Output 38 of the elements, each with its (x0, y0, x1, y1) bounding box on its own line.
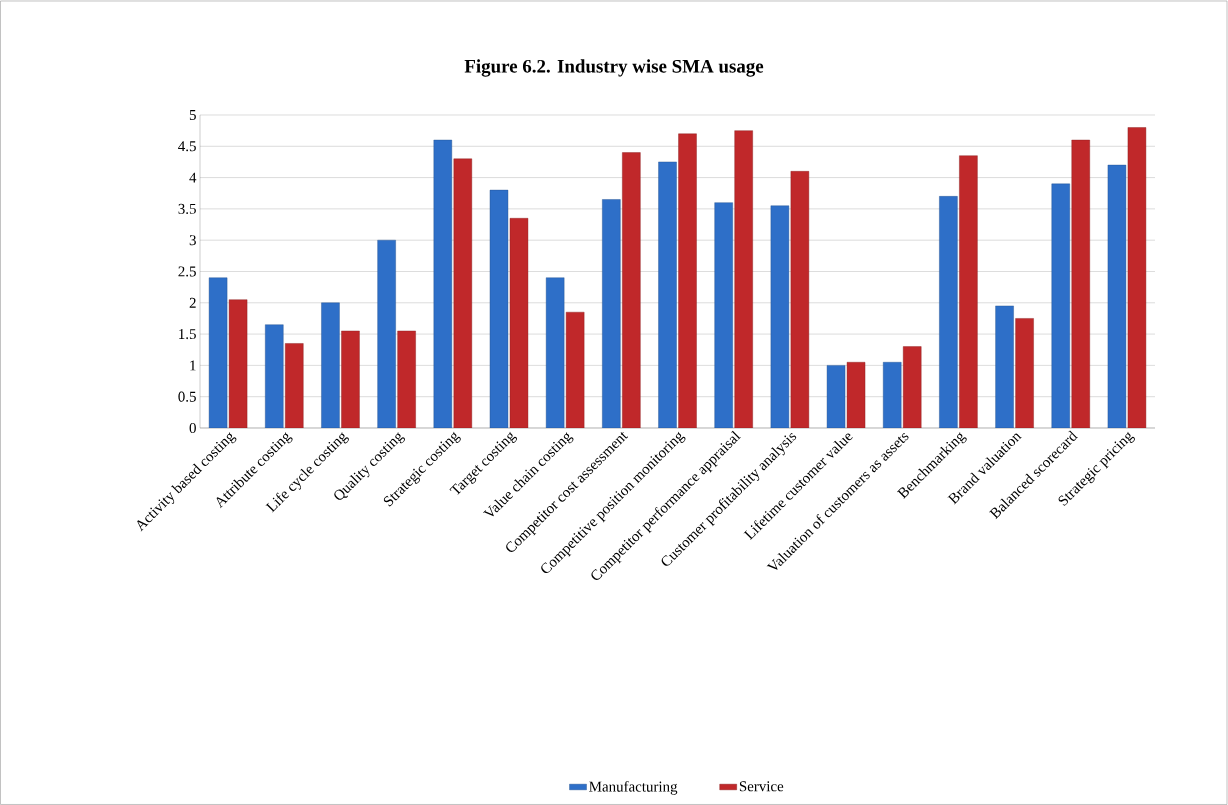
y-tick-label: 1.5 (179, 329, 196, 340)
bar (734, 130, 753, 428)
y-tick-label: 5 (189, 110, 196, 120)
bar (545, 277, 565, 428)
bar (959, 155, 978, 428)
bar (658, 161, 677, 428)
y-tick-label: 3 (189, 235, 196, 246)
bar (321, 302, 340, 428)
bar (1071, 139, 1090, 428)
y-tick-label: 2.5 (178, 266, 196, 277)
chart-title: Figure 6.2. Industry wise SMA usage (464, 59, 764, 77)
bar (939, 196, 958, 428)
bar (453, 158, 472, 428)
bar (285, 343, 304, 428)
y-tick-label: 3.5 (178, 203, 196, 214)
y-tick-label: 2 (189, 297, 196, 308)
bar (1015, 318, 1034, 428)
bar (265, 324, 284, 428)
bar (433, 139, 453, 428)
bar (714, 202, 733, 428)
bar (397, 330, 416, 428)
bar (565, 311, 585, 428)
bar (602, 199, 621, 428)
y-tick-label: 0.5 (178, 391, 196, 402)
bar (341, 330, 360, 428)
bar (903, 346, 922, 428)
bar (883, 362, 902, 428)
bar (377, 239, 396, 428)
y-tick-label: 0 (189, 422, 196, 434)
bar (678, 133, 697, 428)
y-tick-label: 1 (190, 360, 196, 371)
y-tick-label: 4.5 (178, 141, 196, 152)
bar (995, 305, 1014, 428)
bar (1051, 183, 1070, 428)
legend-label: Service (739, 781, 784, 792)
bar (622, 152, 641, 428)
legend-label: Manufacturing (589, 781, 678, 795)
y-tick-label: 4 (189, 172, 197, 183)
